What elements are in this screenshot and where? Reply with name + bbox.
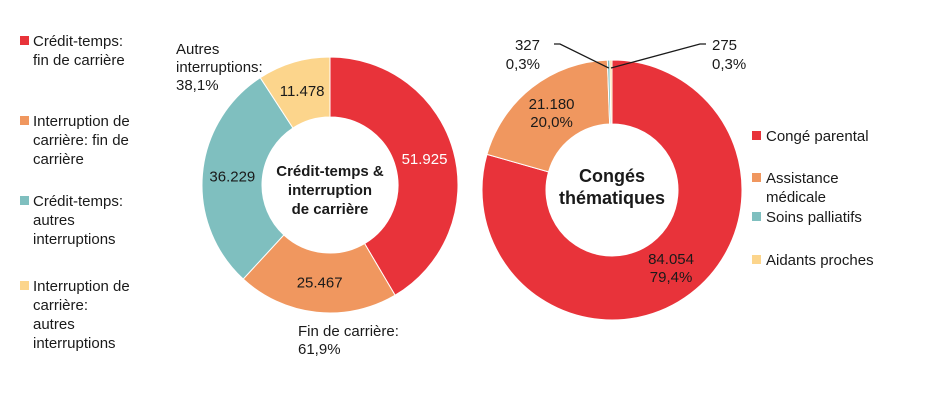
- legend-label: Soins palliatifs: [766, 209, 862, 226]
- data-label-soins-palliatifs: 327: [515, 37, 540, 54]
- legend-item-assistance-medicale: Assistance médicale: [752, 170, 839, 206]
- legend-item-conge-parental: Congé parental: [752, 128, 869, 145]
- data-label-aidants-proches: 0,3%: [712, 56, 746, 73]
- annotation-autres-interruptions: interruptions:: [176, 59, 263, 76]
- data-label-assistance-medicale: 21.180: [529, 96, 575, 113]
- slice-credit-temps-fin-de-carriere: [329, 56, 459, 296]
- legend-label: Crédit-temps:: [33, 33, 123, 50]
- center-label: thématiques: [559, 188, 665, 208]
- center-label: interruption: [288, 182, 372, 199]
- data-label-conge-parental: 79,4%: [650, 269, 693, 286]
- data-label-credit-temps-autres-interruptions: 36.229: [209, 169, 255, 186]
- slice-assistance-medicale: [486, 59, 611, 173]
- data-label-aidants-proches: 275: [712, 37, 737, 54]
- center-label: Crédit-temps &: [276, 163, 384, 180]
- legend-swatch: [752, 255, 761, 264]
- legend-swatch: [752, 131, 761, 140]
- legend-label: carrière: [33, 151, 84, 168]
- data-label-interruption-de-carriere-fin-de-carriere: 25.467: [297, 274, 343, 291]
- legend-label: autres: [33, 212, 75, 229]
- legend-label: Crédit-temps:: [33, 193, 123, 210]
- slice-interruption-de-carriere-fin-de-carriere: [242, 234, 396, 314]
- data-label-conge-parental: 84.054: [648, 251, 694, 268]
- slice-conge-parental: [481, 59, 743, 321]
- legend-label: carrière:: [33, 297, 88, 314]
- legend-item-interruption-de-carriere-autres-interruptions: Interruption de carrière: autres interrupti…: [20, 278, 130, 352]
- legend-label: carrière: fin de: [33, 132, 129, 149]
- legend-swatch: [20, 116, 29, 125]
- legend-label: interruptions: [33, 231, 116, 248]
- data-label-assistance-medicale: 20,0%: [530, 114, 573, 131]
- slice-credit-temps-autres-interruptions: [201, 76, 294, 280]
- leader-line-aidants-proches: [610, 43, 706, 69]
- slice-interruption-de-carriere-autres-interruptions: [259, 56, 331, 129]
- data-label-interruption-de-carriere-autres-interruptions: 11.478: [280, 83, 325, 100]
- legend-item-aidants-proches: Aidants proches: [752, 252, 874, 269]
- center-label: de carrière: [292, 201, 369, 218]
- legend-item-interruption-de-carriere-fin-de-carriere: Interruption de carrière: fin de carrière: [20, 113, 130, 168]
- data-label-soins-palliatifs: 0,3%: [506, 56, 540, 73]
- slice-aidants-proches: [609, 59, 613, 125]
- legend-swatch: [752, 212, 761, 221]
- legend-item-soins-palliatifs: Soins palliatifs: [752, 209, 862, 226]
- data-label-credit-temps-fin-de-carriere: 51.925: [402, 151, 448, 168]
- legend-swatch: [20, 36, 29, 45]
- legend-credit-temps: Crédit-temps: fin de carrière Interruption…: [20, 33, 130, 352]
- legend-label: Interruption de: [33, 113, 130, 130]
- legend-label: médicale: [766, 189, 826, 206]
- legend-label: Assistance: [766, 170, 839, 187]
- annotation-fin-de-carriere: Fin de carrière:: [298, 323, 399, 340]
- legend-label: Congé parental: [766, 128, 869, 145]
- legend-item-credit-temps-fin-de-carriere: Crédit-temps: fin de carrière: [20, 33, 125, 69]
- legend-label: Interruption de: [33, 278, 130, 295]
- annotation-fin-de-carriere: 61,9%: [298, 341, 341, 358]
- legend-label: autres: [33, 316, 75, 333]
- legend-label: fin de carrière: [33, 52, 125, 69]
- pie-chart-credit-temps: 51.925 25.467 36.229 11.478 Crédit-temps & in…: [176, 41, 459, 358]
- leader-line-soins-palliatifs: [554, 43, 610, 69]
- legend-swatch: [20, 196, 29, 205]
- legend-conges-thematiques: Congé parental Assistance médicale Soins pa…: [752, 128, 874, 269]
- annotation-autres-interruptions: Autres: [176, 41, 219, 58]
- center-label: Congés: [579, 166, 645, 186]
- legend-label: Aidants proches: [766, 252, 874, 269]
- legend-item-credit-temps-autres-interruptions: Crédit-temps: autres interruptions: [20, 193, 123, 248]
- legend-label: interruptions: [33, 335, 116, 352]
- legend-swatch: [752, 173, 761, 182]
- legend-swatch: [20, 281, 29, 290]
- annotation-autres-interruptions: 38,1%: [176, 77, 219, 94]
